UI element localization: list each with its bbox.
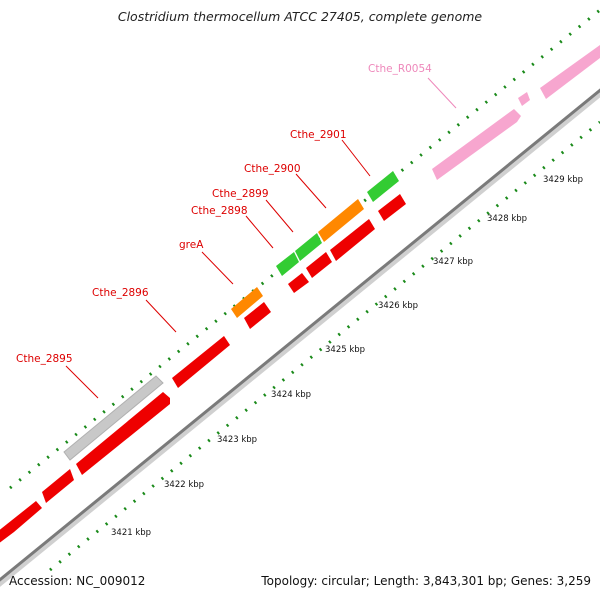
gene-arrow-forward[interactable] — [0, 501, 42, 544]
gene-label[interactable]: Cthe_2901 — [290, 129, 347, 141]
kbp-label: 3426 kbp — [378, 301, 418, 311]
kbp-label: 3421 kbp — [111, 528, 151, 538]
gene-arrow-orange[interactable] — [318, 199, 364, 242]
gene-arrow-green[interactable] — [295, 233, 322, 261]
gene-arrow-forward[interactable] — [288, 273, 309, 293]
accession-text: Accession: NC_009012 — [9, 574, 146, 588]
gene-arrow-rna[interactable] — [540, 45, 600, 99]
gene-arrow-rna[interactable] — [518, 92, 530, 106]
leader-line — [245, 215, 274, 249]
leader-line — [427, 77, 457, 109]
leader-line — [295, 173, 327, 209]
gene-arrow-rna[interactable] — [432, 109, 521, 180]
gene-label[interactable]: Cthe_2898 — [191, 205, 248, 217]
leader-line — [341, 139, 371, 177]
kbp-label: 3423 kbp — [217, 435, 257, 445]
gene-label[interactable]: Cthe_2899 — [212, 188, 269, 200]
gene-arrow-forward[interactable] — [378, 194, 406, 221]
gene-arrow-forward[interactable] — [244, 302, 271, 329]
gene-arrow-orange[interactable] — [231, 287, 263, 318]
gene-label[interactable]: greA — [179, 239, 204, 251]
map-title: Clostridium thermocellum ATCC 27405, com… — [117, 9, 483, 24]
kbp-label: 3424 kbp — [271, 390, 311, 400]
leader-line — [201, 251, 234, 285]
kbp-label: 3422 kbp — [164, 480, 204, 490]
kbp-label: 3427 kbp — [433, 257, 473, 267]
gene-arrow-forward[interactable] — [172, 336, 230, 388]
gene-labels: Cthe_2895 Cthe_2896 greA Cthe_2898 Cthe_… — [16, 63, 432, 365]
leader-line — [265, 199, 294, 233]
gene-arrow-pseudo[interactable] — [63, 375, 164, 461]
gene-arrow-forward[interactable] — [330, 219, 375, 261]
reverse-strand-genes — [63, 45, 600, 461]
genome-backbone — [0, 88, 600, 582]
label-leaders — [65, 77, 457, 399]
kbp-label: 3425 kbp — [325, 345, 365, 355]
gene-arrow-forward[interactable] — [76, 392, 170, 475]
genome-backbone-shadow — [0, 91, 600, 587]
leader-line — [65, 365, 99, 399]
gene-arrow-green[interactable] — [367, 171, 399, 202]
gene-arrow-forward[interactable] — [42, 469, 74, 503]
kbp-label: 3428 kbp — [487, 214, 527, 224]
gene-arrow-forward[interactable] — [306, 252, 332, 278]
leader-line — [145, 299, 177, 333]
forward-strand-genes — [0, 194, 406, 544]
gene-arrow-green[interactable] — [276, 252, 299, 276]
gene-label[interactable]: Cthe_2900 — [244, 163, 301, 175]
gene-label[interactable]: Cthe_2896 — [92, 287, 149, 299]
gene-label[interactable]: Cthe_R0054 — [368, 63, 432, 75]
kbp-labels: 3421 kbp 3422 kbp 3423 kbp 3424 kbp 3425… — [111, 175, 583, 538]
kbp-label: 3429 kbp — [543, 175, 583, 185]
genome-summary-text: Topology: circular; Length: 3,843,301 bp… — [261, 574, 591, 588]
gene-label[interactable]: Cthe_2895 — [16, 353, 73, 365]
